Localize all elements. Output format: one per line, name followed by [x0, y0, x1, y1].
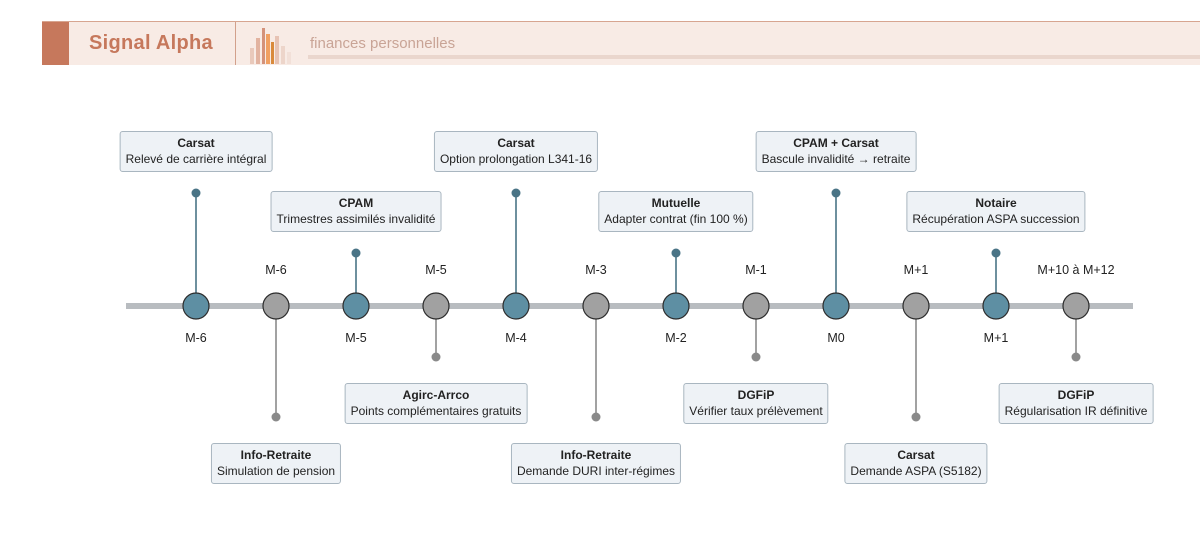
event-description: Régularisation IR définitive	[1004, 404, 1148, 418]
timeline-node[interactable]	[822, 292, 850, 320]
node-period-label: M-5	[345, 331, 367, 345]
event-stem-dot	[831, 188, 841, 198]
event-organization: CPAM	[338, 196, 374, 210]
header-accent-block	[42, 22, 69, 65]
node-period-label: M-6	[185, 331, 207, 345]
event-description: Simulation de pension	[216, 464, 336, 478]
event-stem-dot	[591, 412, 601, 422]
event-organization: DGFiP	[1057, 388, 1095, 402]
timeline-node[interactable]	[582, 292, 610, 320]
event-description: Trimestres assimilés invalidité	[276, 212, 436, 226]
app-header: Signal Alpha finances personnelles	[42, 21, 1200, 65]
event-card[interactable]: DGFiP Régularisation IR définitive	[998, 383, 1154, 424]
event-description: Points complémentaires gratuits	[350, 404, 522, 418]
event-organization: Agirc-Arrco	[402, 388, 470, 402]
timeline-node[interactable]	[902, 292, 930, 320]
event-card[interactable]: Carsat Relevé de carrière intégral	[119, 131, 273, 172]
subtitle-underline	[308, 55, 1200, 59]
event-stem-dot	[671, 248, 681, 258]
event-card[interactable]: Agirc-Arrco Points complémentaires gratui…	[344, 383, 528, 424]
event-description: Vérifier taux prélèvement	[689, 404, 823, 418]
event-organization: DGFiP	[737, 388, 775, 402]
timeline-node[interactable]	[1062, 292, 1090, 320]
node-period-label: M-2	[665, 331, 687, 345]
node-period-label: M-4	[505, 331, 527, 345]
timeline-nodes	[182, 292, 1090, 320]
timeline-node[interactable]	[342, 292, 370, 320]
bar-chart-logo-icon	[250, 28, 291, 64]
event-organization: Mutuelle	[651, 196, 701, 210]
timeline-node[interactable]	[422, 292, 450, 320]
event-stem-dot	[751, 352, 761, 362]
node-period-label: M-1	[745, 263, 767, 277]
event-description: Option prolongation L341-16	[439, 152, 593, 166]
event-description: Relevé de carrière intégral	[125, 152, 267, 166]
event-organization: Notaire	[975, 196, 1017, 210]
event-description: Bascule invalidité → retraite	[761, 152, 911, 166]
event-card[interactable]: Info-Retraite Simulation de pension	[210, 443, 342, 484]
event-stem-dot	[431, 352, 441, 362]
event-description: Adapter contrat (fin 100 %)	[604, 212, 748, 226]
event-organization: CPAM + Carsat	[793, 136, 879, 150]
event-card[interactable]: Notaire Récupération ASPA succession	[906, 191, 1086, 232]
event-card[interactable]: Carsat Option prolongation L341-16	[433, 131, 599, 172]
node-period-label: M-5	[425, 263, 447, 277]
event-stem-dot	[1071, 352, 1081, 362]
event-organization: Info-Retraite	[240, 448, 312, 462]
event-description: Demande ASPA (S5182)	[850, 464, 982, 478]
event-stem-dot	[991, 248, 1001, 258]
event-organization: Carsat	[497, 136, 535, 150]
node-period-label: M+10 à M+12	[1037, 263, 1115, 277]
event-stem-dot	[911, 412, 921, 422]
header-subtitle: finances personnelles	[310, 35, 456, 52]
node-period-label: M0	[827, 331, 845, 345]
event-card[interactable]: DGFiP Vérifier taux prélèvement	[683, 383, 829, 424]
brand-title[interactable]: Signal Alpha	[89, 32, 213, 54]
event-stem-dot	[351, 248, 361, 258]
event-description: Demande DURI inter-régimes	[516, 464, 676, 478]
timeline-node[interactable]	[182, 292, 210, 320]
event-organization: Carsat	[897, 448, 935, 462]
event-card[interactable]: Carsat Demande ASPA (S5182)	[844, 443, 988, 484]
event-card[interactable]: Mutuelle Adapter contrat (fin 100 %)	[598, 191, 754, 232]
timeline-node[interactable]	[262, 292, 290, 320]
event-organization: Info-Retraite	[560, 448, 632, 462]
event-card[interactable]: CPAM + Carsat Bascule invalidité → retrai…	[755, 131, 917, 172]
timeline-node[interactable]	[982, 292, 1010, 320]
event-organization: Carsat	[177, 136, 215, 150]
node-period-label: M+1	[983, 331, 1009, 345]
timeline-node[interactable]	[742, 292, 770, 320]
event-card[interactable]: Info-Retraite Demande DURI inter-régimes	[510, 443, 682, 484]
node-period-label: M+1	[903, 263, 929, 277]
event-description: Récupération ASPA succession	[912, 212, 1080, 226]
header-divider	[235, 22, 236, 65]
event-card[interactable]: CPAM Trimestres assimilés invalidité	[270, 191, 442, 232]
event-stem-dot	[511, 188, 521, 198]
timeline-node[interactable]	[662, 292, 690, 320]
event-stem-dot	[271, 412, 281, 422]
node-period-label: M-6	[265, 263, 287, 277]
timeline-node[interactable]	[502, 292, 530, 320]
event-stem-dot	[191, 188, 201, 198]
node-period-label: M-3	[585, 263, 607, 277]
